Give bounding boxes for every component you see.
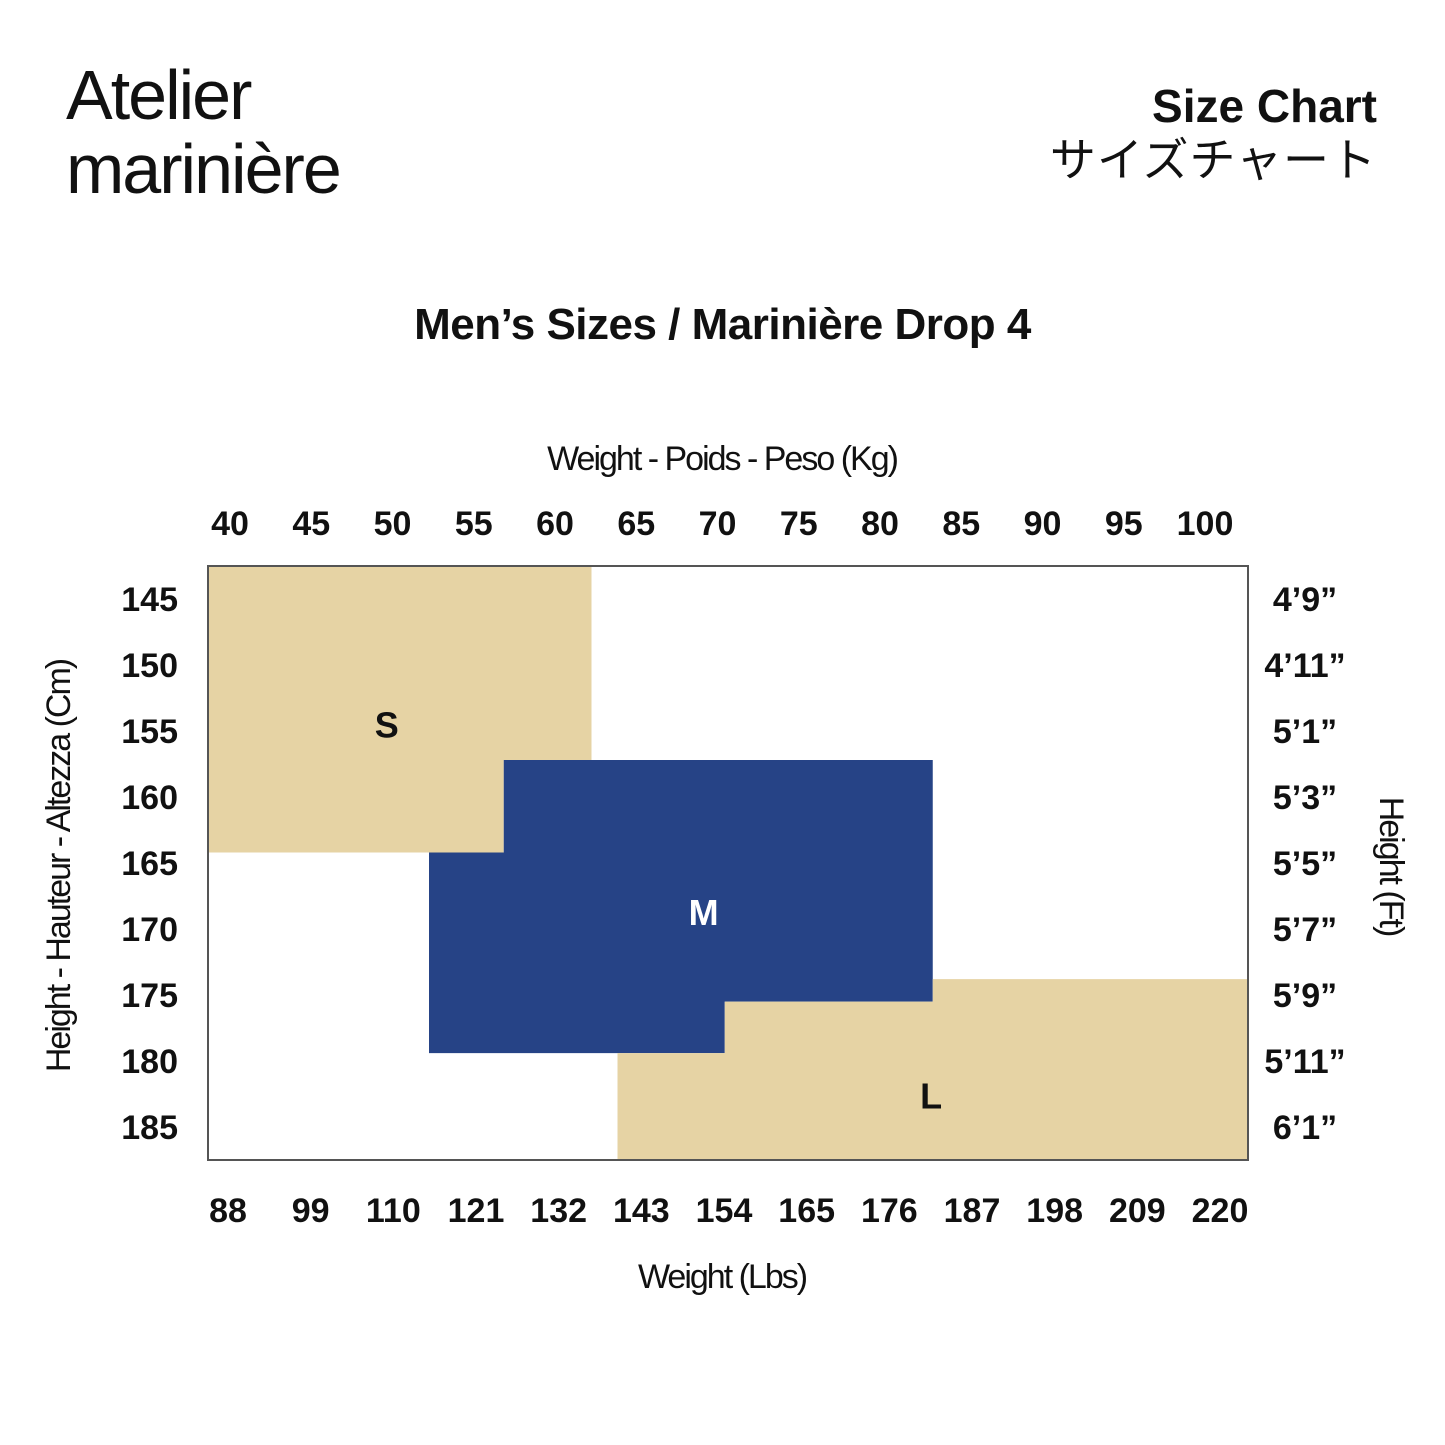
y-left-tick: 145 [121, 581, 178, 619]
brand-line-2: marinière [66, 130, 342, 208]
y-left-tick: 170 [121, 911, 178, 949]
x-bottom-tick: 143 [613, 1192, 670, 1230]
y-left-tick: 175 [121, 977, 178, 1015]
x-top-tick: 90 [1024, 505, 1062, 543]
y-left-tick: 185 [121, 1109, 178, 1147]
zone-s [208, 566, 592, 853]
y-left-axis-label: Height - Hauteur - Altezza (Cm) [40, 659, 78, 1072]
x-bottom-tick: 198 [1026, 1192, 1083, 1230]
zone-m [429, 760, 933, 1054]
x-bottom-tick: 220 [1192, 1192, 1249, 1230]
x-top-tick: 55 [455, 505, 493, 543]
x-top-tick: 45 [292, 505, 330, 543]
zone-label-m: M [689, 892, 719, 933]
zone-label-s: S [375, 704, 399, 745]
axis-ticks: 40 45 50 55 60 65 70 75 80 85 90 95 100 88 99 110 121 132… [121, 505, 1345, 1230]
y-right-tick: 5’7” [1273, 911, 1337, 949]
y-left-tick: 180 [121, 1043, 178, 1081]
x-bottom-tick: 121 [448, 1192, 505, 1230]
y-right-tick: 5’11” [1264, 1043, 1345, 1081]
y-right-tick: 5’5” [1273, 845, 1337, 883]
x-bottom-tick: 165 [778, 1192, 835, 1230]
y-left-tick: 155 [121, 713, 178, 751]
chart-title: Men’s Sizes / Marinière Drop 4 [414, 300, 1031, 349]
y-right-tick: 5’3” [1273, 779, 1337, 817]
zone-label-l: L [920, 1075, 942, 1116]
x-bottom-tick: 99 [292, 1192, 330, 1230]
x-top-tick: 85 [942, 505, 980, 543]
x-bottom-tick: 154 [696, 1192, 753, 1230]
y-right-tick: 5’1” [1273, 713, 1337, 751]
y-right-axis-label: Height (Ft) [1372, 797, 1410, 936]
y-left-tick: 150 [121, 647, 178, 685]
x-top-tick: 65 [617, 505, 655, 543]
x-top-axis-label: Weight - Poids - Peso (Kg) [547, 440, 898, 478]
x-bottom-tick: 88 [209, 1192, 247, 1230]
size-chart-heading: Size Chart サイズチャート [1050, 80, 1377, 188]
y-left-tick: 165 [121, 845, 178, 883]
x-top-tick: 100 [1177, 505, 1234, 543]
y-right-tick: 4’11” [1264, 647, 1345, 685]
zone-labels: S M L [375, 704, 942, 1116]
x-bottom-tick: 176 [861, 1192, 918, 1230]
size-zones [208, 566, 1248, 1160]
x-top-tick: 50 [374, 505, 412, 543]
plot-frame [207, 565, 1249, 1161]
x-bottom-tick: 209 [1109, 1192, 1166, 1230]
x-bottom-tick: 110 [366, 1192, 421, 1230]
x-top-tick: 60 [536, 505, 574, 543]
y-right-tick: 4’9” [1273, 581, 1337, 619]
x-top-tick: 40 [211, 505, 249, 543]
brand-line-1: Atelier [66, 56, 252, 134]
x-top-tick: 70 [699, 505, 737, 543]
brand-logo: Atelier marinière [66, 56, 342, 208]
x-bottom-tick: 132 [530, 1192, 587, 1230]
x-top-tick: 80 [861, 505, 899, 543]
y-left-tick: 160 [121, 779, 178, 817]
y-right-tick: 5’9” [1273, 977, 1337, 1015]
x-top-tick: 75 [780, 505, 818, 543]
x-top-tick: 95 [1105, 505, 1143, 543]
y-right-tick: 6’1” [1273, 1109, 1337, 1147]
size-chart-title-en: Size Chart [1152, 80, 1377, 132]
x-bottom-axis-label: Weight (Lbs) [638, 1258, 807, 1296]
zone-l [617, 979, 1248, 1160]
x-bottom-tick: 187 [944, 1192, 1001, 1230]
size-chart-title-jp: サイズチャート [1049, 133, 1377, 187]
